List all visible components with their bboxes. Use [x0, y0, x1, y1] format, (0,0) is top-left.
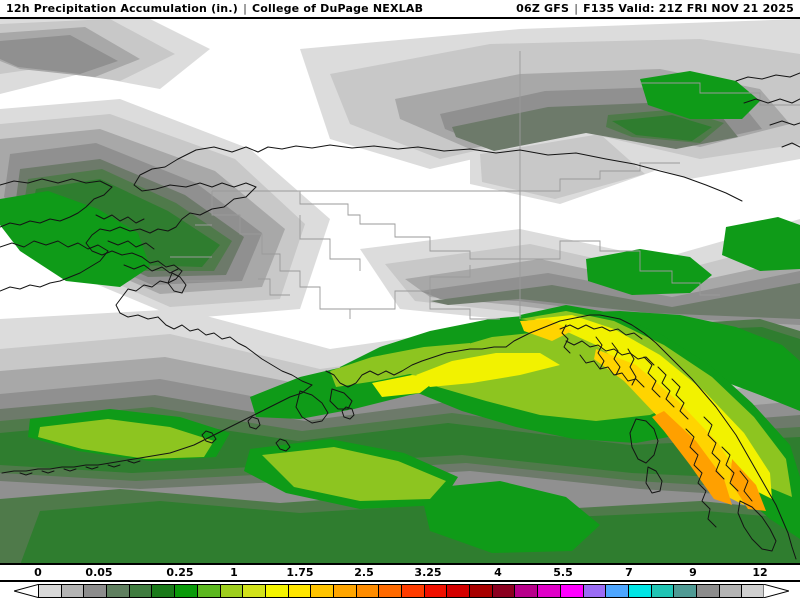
colorbar-tick-label: 1.75: [286, 566, 314, 579]
colorbar-tick-label: 2.5: [354, 566, 374, 579]
colorbar-tick-label: 9: [689, 566, 697, 579]
colorbar-segment: [606, 585, 629, 597]
colorbar-legend: 0 0.05 0.25 1 1.75 2.5 3.25 4 5.5 7 9 12: [0, 565, 800, 600]
colorbar-segment: [696, 585, 720, 597]
colorbar-segment: [333, 585, 357, 597]
data-source-label: College of DuPage NEXLAB: [251, 2, 424, 15]
colorbar-bar-wrap: [0, 584, 800, 598]
precip-shading-layer: [0, 19, 800, 563]
colorbar-tick-label: 0: [34, 566, 42, 579]
colorbar-segment: [84, 585, 108, 597]
header-separator-1: |: [242, 2, 247, 15]
colorbar-tick-label: 0.25: [166, 566, 194, 579]
colorbar-segment: [560, 585, 584, 597]
colorbar-tick-label: 5.5: [553, 566, 573, 579]
colorbar-segment: [492, 585, 516, 597]
colorbar-segment: [742, 585, 764, 597]
colorbar-tick-label: 12: [752, 566, 768, 579]
colorbar-segment: [288, 585, 312, 597]
colorbar-segment: [107, 585, 130, 597]
header-bar: 12h Precipitation Accumulation (in.) | C…: [0, 0, 800, 19]
colorbar-segment: [243, 585, 266, 597]
colorbar-segment: [515, 585, 539, 597]
colorbar-tick-labels: 0 0.05 0.25 1 1.75 2.5 3.25 4 5.5 7 9 12: [0, 565, 800, 581]
colorbar-tick-label: 3.25: [414, 566, 442, 579]
colorbar-segment: [424, 585, 448, 597]
colorbar-segment: [447, 585, 471, 597]
colorbar-segment: [538, 585, 561, 597]
colorbar-left-arrow: [14, 584, 40, 598]
colorbar-tick-label: 1: [230, 566, 238, 579]
colorbar-tick-label: 0.05: [85, 566, 113, 579]
colorbar-tick-label: 7: [625, 566, 633, 579]
colorbar-segment: [175, 585, 198, 597]
colorbar-segment: [651, 585, 675, 597]
colorbar-segment: [402, 585, 425, 597]
colorbar-segment: [674, 585, 697, 597]
colorbar-segment: [628, 585, 652, 597]
colorbar-segment: [61, 585, 85, 597]
map-canvas[interactable]: [0, 19, 800, 565]
colorbar-axis-line: [0, 580, 800, 582]
orange-core: [652, 411, 766, 511]
colorbar-segment: [311, 585, 334, 597]
colorbar-segment: [220, 585, 244, 597]
political-borders-layer: [170, 51, 800, 320]
colorbar-segment: [470, 585, 493, 597]
header-right-group: 06Z GFS | F135 Valid: 21Z FRI NOV 21 202…: [516, 0, 794, 17]
header-separator-2: |: [574, 2, 579, 15]
colorbar-segment: [197, 585, 221, 597]
colorbar-right-arrow: [763, 584, 789, 598]
colorbar-segment: [583, 585, 607, 597]
model-cycle-label: 06Z GFS: [516, 2, 570, 15]
colorbar-tick-label: 4: [494, 566, 502, 579]
colorbar-segments[interactable]: [38, 584, 765, 598]
colorbar-segment: [379, 585, 402, 597]
precipitation-contour-map: [0, 19, 800, 563]
colorbar-segment: [39, 585, 62, 597]
colorbar-segment: [265, 585, 289, 597]
colorbar-segment: [356, 585, 380, 597]
coastline-layer: [0, 72, 800, 560]
product-title: 12h Precipitation Accumulation (in.): [6, 2, 238, 15]
valid-time-label: F135 Valid: 21Z FRI NOV 21 2025: [583, 2, 794, 15]
colorbar-segment: [719, 585, 743, 597]
colorbar-segment: [129, 585, 153, 597]
colorbar-segment: [152, 585, 176, 597]
header-left-group: 12h Precipitation Accumulation (in.) | C…: [6, 0, 423, 17]
